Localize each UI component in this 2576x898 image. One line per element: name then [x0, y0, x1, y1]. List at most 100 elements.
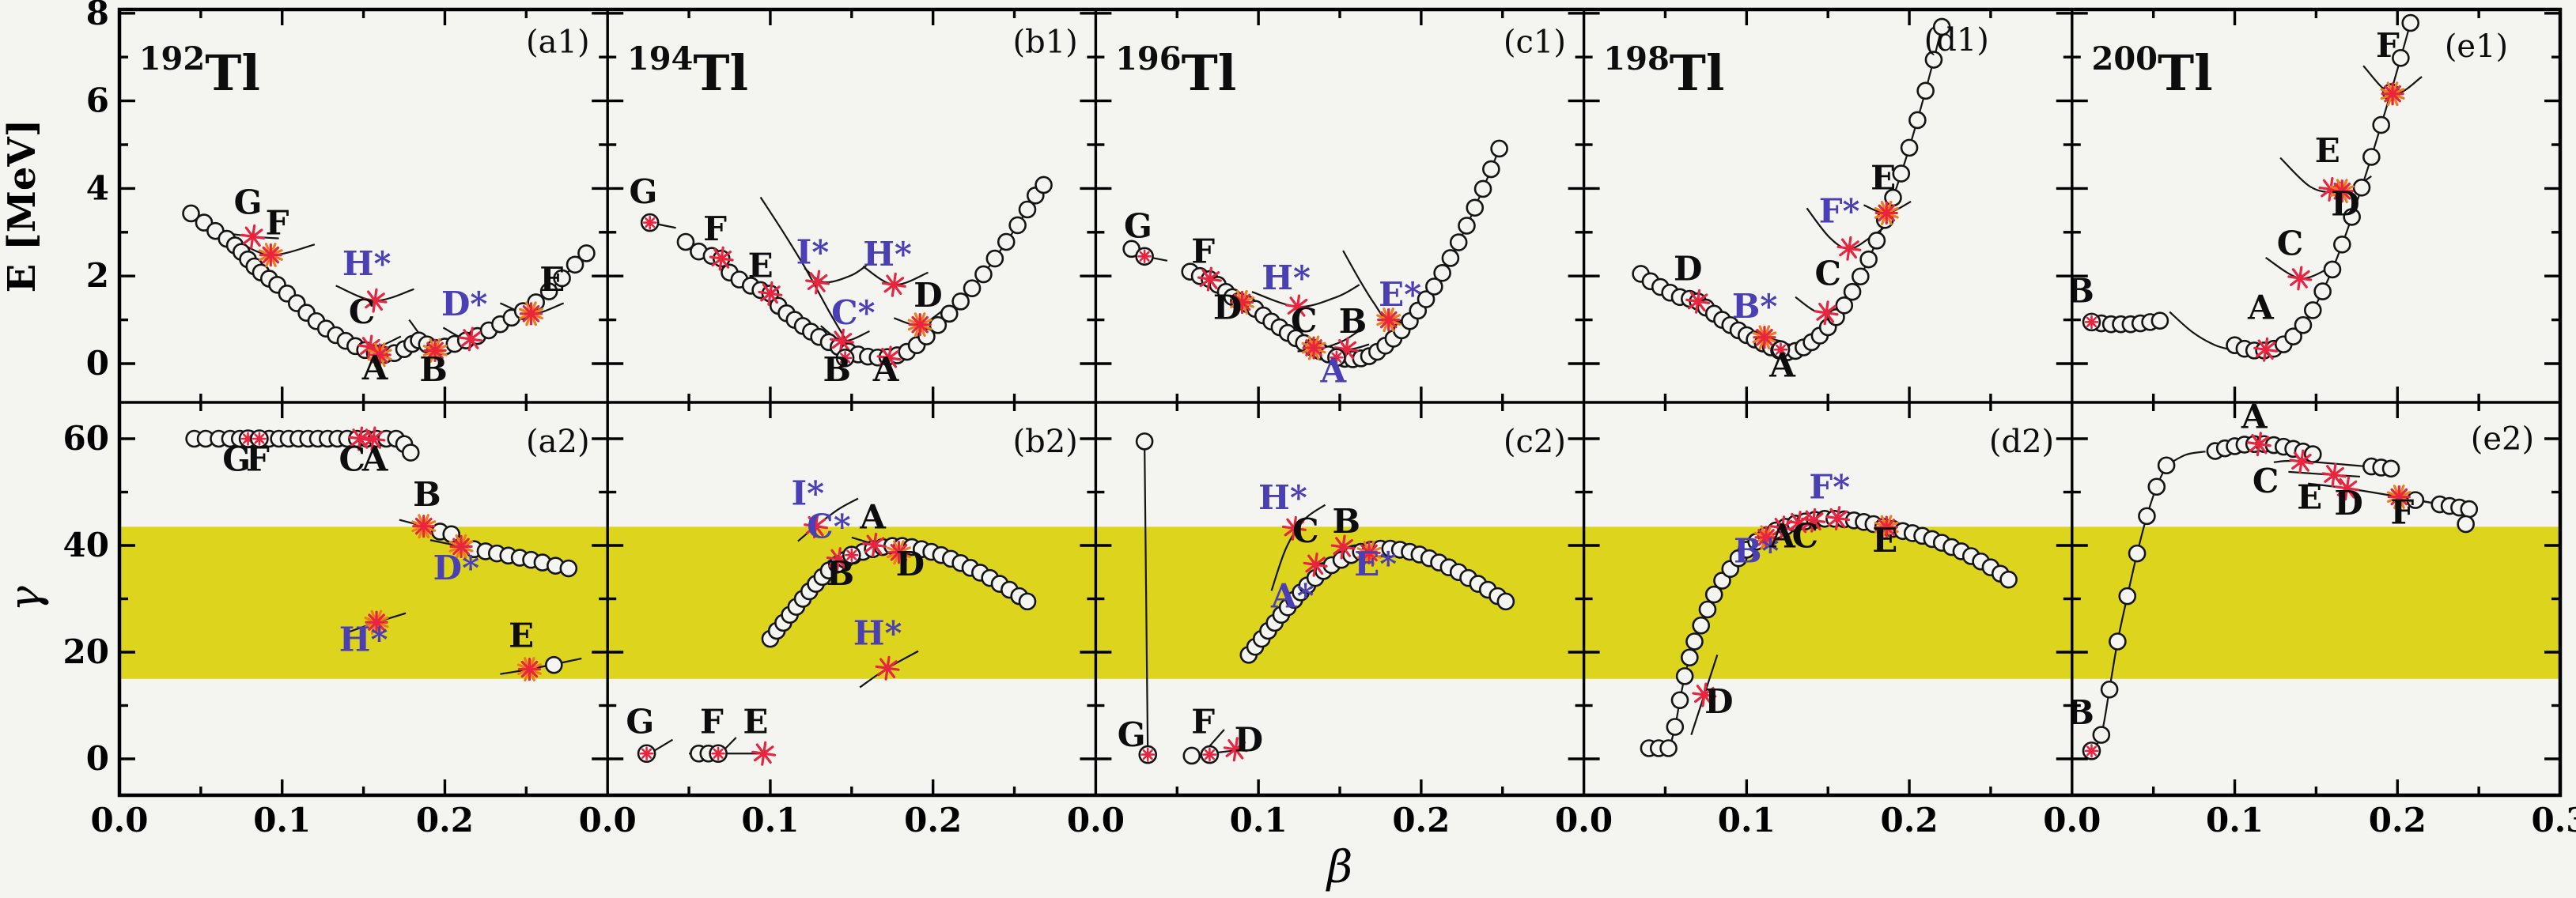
point-label-C: C	[1792, 517, 1818, 556]
point-label-E: E	[1872, 521, 1897, 560]
data-point-circle	[2343, 208, 2361, 226]
y-tick-label: 4	[86, 168, 109, 207]
x-tick-label: 0.2	[904, 801, 962, 840]
data-point-circle	[2284, 327, 2302, 345]
panel-e1-group: B AC ED F	[2066, 13, 2423, 362]
asterisk-marker	[2290, 270, 2310, 286]
x-tick-label: 0.2	[1392, 801, 1450, 840]
x-tick-label: 0.0	[1555, 801, 1613, 840]
point-label-C: C	[1292, 511, 1318, 550]
data-point-circle	[2352, 178, 2371, 197]
panel-a1-group: GF H* CA B D* E	[182, 183, 596, 389]
panel-d2-group: D B*AC F* E	[1640, 468, 2018, 757]
data-point-circle	[1859, 250, 1878, 269]
x-tick-label: 0.0	[2043, 801, 2101, 840]
point-label-Hstar: H*	[1262, 258, 1311, 297]
data-point-circle	[2381, 459, 2400, 478]
data-point-circle	[1449, 233, 1468, 251]
asterisk-marker	[1687, 293, 1708, 310]
data-point-circle	[2100, 680, 2119, 699]
isotope-label: 200Tl	[2091, 40, 2212, 102]
asterisk-marker	[522, 305, 540, 323]
data-point-circle	[1433, 264, 1451, 282]
point-label-D: D	[1235, 721, 1263, 760]
point-label-G: G	[630, 172, 658, 211]
y-tick-label: 0	[86, 739, 109, 778]
panel-tag: (e1)	[2445, 28, 2508, 65]
asterisk-marker	[350, 430, 371, 447]
asterisk-marker	[1284, 520, 1305, 537]
point-label-Fstar: F*	[1809, 468, 1850, 507]
data-point-circle	[1698, 600, 1717, 619]
thin-curve	[653, 738, 674, 753]
isotope-symbol: Tl	[1182, 44, 1237, 102]
asterisk-marker	[1233, 293, 1251, 311]
y-axis-label-gamma: γ	[0, 586, 50, 612]
point-label-E: E	[2297, 477, 2322, 516]
x-tick-label: 0.0	[579, 801, 637, 840]
asterisk-marker	[1379, 311, 1398, 329]
asterisk-marker	[1802, 512, 1824, 529]
asterisk-marker	[262, 246, 280, 264]
data-point-circle	[1441, 249, 1460, 267]
asterisk-marker	[1816, 304, 1836, 321]
point-label-D: D	[2334, 484, 2362, 523]
data-point-circle	[940, 304, 959, 323]
point-label-A: A	[1319, 351, 1347, 390]
point-label-G: G	[222, 440, 251, 479]
point-label-F: F	[700, 703, 724, 741]
point-label-F: F	[703, 209, 727, 248]
asterisk-marker	[426, 341, 444, 360]
point-label-A: A	[361, 440, 389, 479]
panel-tag: (b2)	[1013, 424, 1078, 460]
panel-tag: (b1)	[1013, 25, 1078, 61]
asterisk-marker	[1775, 344, 1787, 355]
point-label-Bstar: B*	[1734, 532, 1779, 571]
asterisk-marker	[452, 538, 470, 556]
data-point-circle	[1852, 267, 1870, 286]
asterisk-marker	[1331, 352, 1342, 363]
point-label-B: B	[1332, 502, 1360, 541]
asterisk-marker	[911, 315, 929, 334]
data-point-circle	[1867, 232, 1886, 250]
panel-tag: (d1)	[1924, 22, 1989, 58]
data-point-circle	[676, 232, 695, 251]
asterisk-marker	[254, 433, 265, 444]
panel-c1-group: GFD H* C BA E*	[1122, 139, 1508, 390]
point-label-F: F	[2376, 26, 2400, 65]
data-point-circle	[985, 249, 1004, 268]
data-point-circle	[1018, 592, 1037, 611]
data-point-circle	[1135, 432, 1154, 451]
isotope-mass: 198	[1603, 40, 1670, 77]
data-point-circle	[2323, 260, 2342, 279]
point-label-B: B	[2066, 271, 2094, 310]
isotope-mass: 200	[2091, 40, 2158, 77]
asterisk-marker	[883, 277, 905, 293]
asterisk-marker	[711, 251, 732, 267]
asterisk-marker	[1694, 686, 1715, 704]
asterisk-marker	[1142, 749, 1153, 760]
panel-e2-group: B AC E D F	[2072, 398, 2479, 760]
isotope-label: 194Tl	[627, 40, 748, 102]
data-point-circle	[401, 443, 420, 462]
x-tick-label: 0.2	[2369, 801, 2427, 840]
asterisk-marker	[1287, 298, 1308, 315]
data-point-circle	[1932, 17, 1951, 36]
data-point-circle	[1496, 592, 1515, 611]
isotope-mass: 196	[1115, 40, 1182, 77]
asterisk-marker	[520, 660, 539, 678]
panel-tag: (c1)	[1504, 25, 1566, 61]
y-tick-label: 2	[86, 256, 109, 295]
data-point-circle	[2460, 500, 2479, 519]
x-tick-label: 0.2	[416, 801, 474, 840]
point-label-Dstar: D*	[441, 285, 487, 323]
data-point-circle	[963, 279, 982, 298]
point-label-D: D	[914, 276, 942, 315]
data-point-circle	[1473, 179, 1492, 198]
asterisk-marker	[368, 613, 385, 631]
panel-tag: (a1)	[526, 25, 590, 61]
asterisk-marker	[807, 274, 828, 290]
data-point-circle	[559, 559, 578, 578]
isotope-symbol: Tl	[205, 44, 260, 102]
point-label-A: A	[2241, 398, 2268, 436]
